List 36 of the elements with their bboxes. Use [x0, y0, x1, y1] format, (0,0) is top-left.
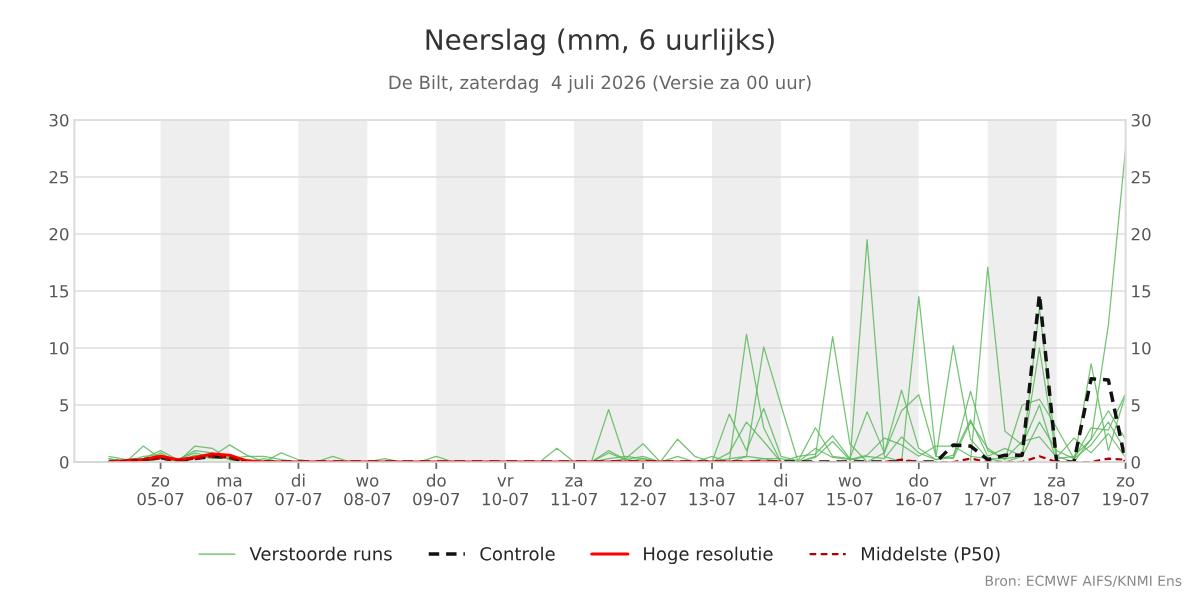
chart-subtitle: De Bilt, zaterdag 4 juli 2026 (Versie za 00 uur)	[389, 75, 811, 93]
x-tick-label: vr 17-07	[965, 477, 1011, 506]
x-tick-label: zo 12-07	[620, 477, 666, 506]
x-tick-label: zo 05-07	[137, 477, 184, 506]
y-tick-label: 25	[49, 170, 69, 184]
y2-tick-label: 15	[1132, 285, 1151, 298]
x-tick-label: wo 15-07	[827, 477, 873, 506]
y2-tick-label: 5	[1131, 399, 1140, 412]
y-tick-label: 15	[50, 285, 69, 298]
chart-title: Neerslag (mm, 6 uurlijks)	[426, 28, 774, 56]
y2-tick-label: 25	[1131, 170, 1151, 184]
legend-label: Middelste (P50)	[861, 546, 1000, 563]
y-tick-label: 0	[60, 455, 69, 469]
x-tick-label: di 14-07	[758, 473, 804, 506]
y-tick-label: 30	[49, 113, 69, 127]
x-tick-label: za 11-07	[551, 477, 597, 506]
y-tick-label: 10	[50, 341, 69, 355]
x-tick-label: vr 10-07	[482, 477, 529, 506]
x-tick-label: ma 13-07	[689, 477, 735, 506]
y2-tick-label: 30	[1131, 113, 1151, 127]
legend-label: Verstoorde runs	[249, 546, 392, 561]
x-tick-label: do 16-07	[896, 473, 942, 506]
y-tick-label: 5	[60, 399, 69, 412]
y2-tick-label: 20	[1131, 227, 1151, 241]
x-tick-label: wo 08-07	[344, 477, 391, 506]
y2-tick-label: 10	[1132, 341, 1151, 355]
legend-label: Hoge resolutie	[644, 546, 773, 565]
x-tick-label: ma 06-07	[206, 477, 253, 506]
x-tick-label: za 18-07	[1034, 477, 1080, 506]
y2-tick-label: 0	[1131, 455, 1140, 469]
legend-label: Controle	[480, 546, 555, 561]
x-tick-label: do 09-07	[413, 473, 460, 506]
x-tick-label: zo 19-07	[1103, 477, 1149, 506]
text: Bron: ECMWF AIFS/KNMI Ens	[985, 575, 1182, 588]
y-tick-label: 20	[49, 227, 69, 241]
x-tick-label: di 07-07	[275, 473, 322, 506]
